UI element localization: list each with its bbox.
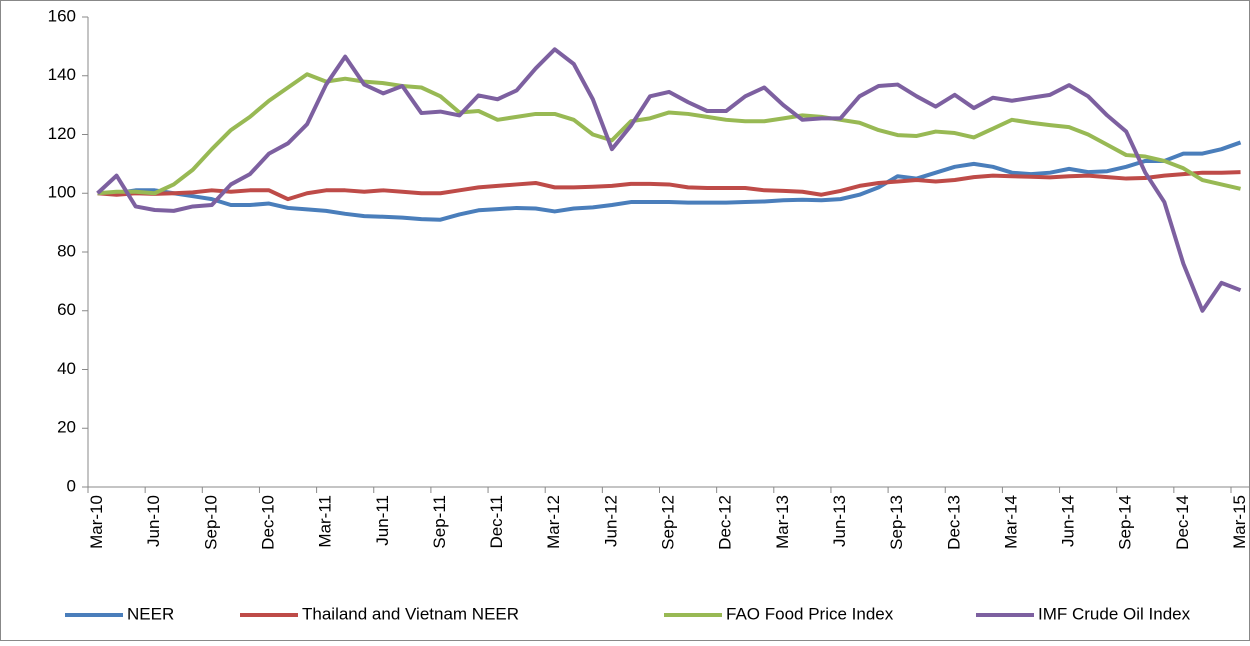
series-line (97, 170, 1241, 202)
x-tick-label: Dec-10 (258, 495, 277, 550)
x-tick-label: Dec-12 (716, 495, 735, 550)
x-tick-label: Sep-14 (1116, 495, 1135, 550)
x-tick-label: Mar-12 (544, 495, 563, 549)
x-tick-label: Mar-11 (316, 495, 335, 548)
x-tick-label: Sep-13 (887, 495, 906, 550)
x-tick-label: Dec-11 (487, 495, 506, 549)
x-tick-label: Jun-12 (601, 495, 620, 547)
legend-label: IMF Crude Oil Index (1038, 604, 1191, 623)
y-tick-label: 20 (57, 418, 76, 437)
x-tick-label: Jun-10 (144, 495, 163, 547)
x-tick-label: Jun-13 (830, 495, 849, 547)
x-tick-label: Mar-14 (1001, 495, 1020, 549)
y-tick-label: 160 (48, 6, 76, 25)
x-tick-label: Mar-15 (1230, 495, 1249, 549)
x-tick-label: Dec-13 (944, 495, 963, 550)
y-tick-label: 40 (57, 359, 76, 378)
y-tick-label: 80 (57, 241, 76, 260)
y-tick-label: 60 (57, 300, 76, 319)
series-line (96, 47, 1242, 313)
series-line (97, 140, 1242, 222)
x-tick-label: Dec-14 (1173, 495, 1192, 550)
series-line (97, 72, 1241, 196)
x-tick-label: Sep-11 (430, 495, 449, 549)
x-tick-label: Jun-11 (373, 495, 392, 546)
legend-label: FAO Food Price Index (726, 604, 894, 623)
x-tick-label: Sep-10 (201, 495, 220, 550)
x-tick-label: Mar-13 (773, 495, 792, 549)
y-tick-label: 100 (48, 183, 76, 202)
x-tick-label: Sep-12 (659, 495, 678, 550)
legend-label: NEER (127, 604, 174, 623)
legend-label: Thailand and Vietnam NEER (302, 604, 519, 623)
y-tick-label: 140 (48, 65, 76, 84)
x-tick-label: Mar-10 (87, 495, 106, 549)
x-tick-label: Jun-14 (1059, 495, 1078, 547)
y-tick-label: 0 (67, 476, 76, 495)
y-tick-label: 120 (48, 124, 76, 143)
